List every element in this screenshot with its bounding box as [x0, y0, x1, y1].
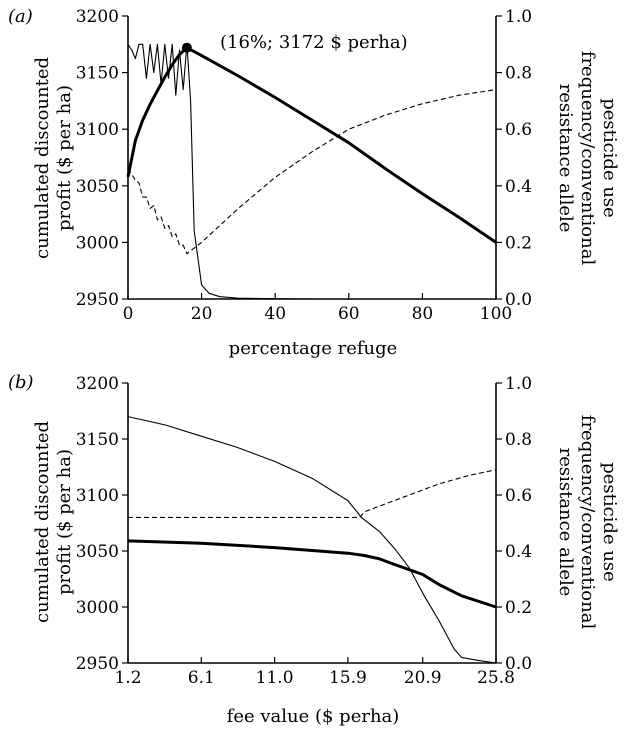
panel-b-ytick-right-label: 0.0	[505, 654, 532, 674]
panel-a-xtick-label: 20	[191, 304, 213, 324]
panel-a-ytick-right-label: 0.8	[505, 64, 532, 84]
panel-b-series-thick-solid	[127, 539, 497, 609]
panel-a-label: (a)	[8, 6, 33, 27]
panel-a-ylabel-left-line2: profit ($ per ha)	[54, 85, 75, 231]
panel-a-ylabel-right-line1: resistance allele	[555, 84, 576, 233]
panel-a-series-thin-solid	[127, 43, 496, 300]
panel-b-ylabel-right-line1: resistance allele	[555, 448, 576, 597]
panel-a-ylabel-left-line1: cumulated discounted	[32, 57, 53, 259]
panel-b-xtick-label: 11.0	[256, 668, 294, 688]
panel-a-ytick-left-label: 2950	[76, 290, 119, 310]
panel-b-series-dashed	[128, 469, 497, 518]
panel-a-optimum-marker	[181, 42, 192, 53]
panel-b-xtick-label: 25.8	[477, 668, 515, 688]
panel-b-ytick-left-label: 3100	[76, 486, 119, 506]
panel-b-xlabel: fee value ($ perha)	[227, 706, 400, 727]
panel-b-ytick-right-label: 0.2	[505, 598, 532, 618]
panel-b-ylabel-left-line1: cumulated discounted	[32, 421, 53, 623]
panel-a-ylabel-right-line3: pesticide use	[599, 98, 620, 218]
panel-b-ylabel-right-line2: frequency/conventional	[577, 415, 598, 630]
panel-b-xtick-label: 1.2	[114, 668, 141, 688]
panel-a-ytick-left-label: 3050	[76, 177, 119, 197]
panel-a-series-thick-solid	[126, 46, 497, 244]
panel-a-ytick-right-label: 1.0	[505, 7, 532, 27]
panel-a-ytick-left-label: 3000	[76, 233, 119, 253]
panel-a-ytick-left-label: 3150	[76, 64, 119, 84]
panel-a-ytick-right-label: 0.2	[505, 233, 532, 253]
panel-a-xlabel: percentage refuge	[229, 338, 398, 359]
panel-b-ylabel-left-line2: profit ($ per ha)	[54, 449, 75, 595]
panel-b-ytick-left-label: 3200	[76, 374, 119, 394]
panel-a-ytick-right-label: 0.4	[505, 177, 532, 197]
panel-a-ytick-right-label: 0.6	[505, 120, 532, 140]
panel-a-xtick-label: 100	[480, 304, 512, 324]
panel-a-ytick-left-label: 3100	[76, 120, 119, 140]
panel-a-ytick-left-label: 3200	[76, 7, 119, 27]
panel-a-xtick-label: 60	[338, 304, 360, 324]
panel-a: (a) cumulated discounted profit ($ per h…	[8, 6, 620, 359]
panel-b-ytick-left-label: 3050	[76, 542, 119, 562]
panel-a-series-dashed	[127, 89, 497, 255]
panel-a-annotation: (16%; 3172 $ perha)	[220, 32, 408, 53]
panel-a-ylabel-right-line2: frequency/conventional	[577, 51, 598, 266]
panel-a-xtick-label: 40	[264, 304, 286, 324]
panel-b-xtick-label: 20.9	[404, 668, 442, 688]
panel-b-xtick-label: 15.9	[329, 668, 367, 688]
panel-b-ytick-right-label: 0.8	[505, 430, 532, 450]
panel-b: (b) cumulated discounted profit ($ per h…	[8, 372, 620, 727]
panel-b-ytick-left-label: 2950	[76, 654, 119, 674]
panel-a-xtick-label: 0	[123, 304, 134, 324]
panel-b-xtick-label: 6.1	[188, 668, 215, 688]
panel-b-ytick-left-label: 3000	[76, 598, 119, 618]
panel-b-ytick-right-label: 1.0	[505, 374, 532, 394]
panel-b-ylabel-right-line3: pesticide use	[599, 462, 620, 582]
panel-b-label: (b)	[8, 372, 34, 393]
panel-b-ytick-right-label: 0.6	[505, 486, 532, 506]
panel-b-series-thin-solid	[127, 416, 497, 664]
panel-b-ytick-left-label: 3150	[76, 430, 119, 450]
panel-b-ytick-right-label: 0.4	[505, 542, 532, 562]
panel-a-ytick-right-label: 0.0	[505, 290, 532, 310]
panel-a-xtick-label: 80	[412, 304, 434, 324]
